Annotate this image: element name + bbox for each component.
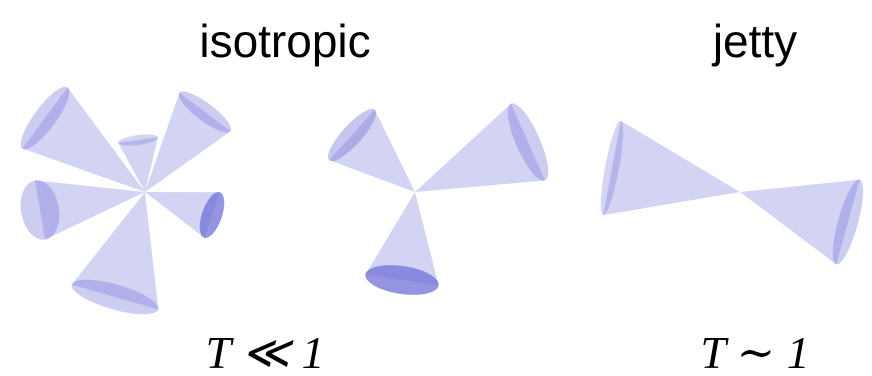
page: isotropic jetty T ≪ 1 T ∼ 1 (() => { con… (0, 0, 872, 376)
event-cones (14, 81, 870, 321)
isotropic-formula: T ≪ 1 (206, 327, 325, 376)
cone (603, 121, 740, 215)
jetty-formula: T ∼ 1 (700, 327, 809, 376)
jetty-label: jetty (711, 15, 797, 67)
isotropic-label: isotropic (199, 15, 370, 67)
diagram: isotropic jetty T ≪ 1 T ∼ 1 (0, 0, 872, 376)
